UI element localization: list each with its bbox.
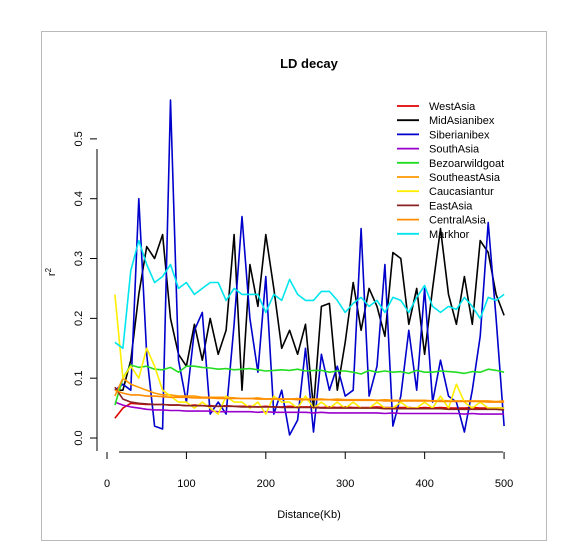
- chart-title: LD decay: [280, 56, 339, 71]
- series-line-bezoarwildgoat: [114, 364, 505, 406]
- series-line-eastasia: [114, 386, 505, 411]
- series-line-siberianibex: [114, 99, 505, 436]
- y-tick-label: 0.4: [73, 191, 85, 206]
- y-axis-label-sup: 2: [44, 267, 53, 272]
- y-tick-label: 0.1: [73, 371, 85, 386]
- series-line-caucasiantur: [114, 294, 505, 415]
- chart-frame: LD decay 0 100 200 300 400 500 0.0 0.1 0.2 0.3 0.…: [41, 31, 547, 541]
- legend-label: CentralAsia: [429, 215, 487, 227]
- x-tick-label: 0: [104, 478, 110, 490]
- series-line-southasia: [114, 401, 505, 415]
- legend-label: SoutheastAsia: [429, 172, 501, 184]
- x-axis-label: Distance(Kb): [277, 509, 341, 521]
- series-line-centralasia: [114, 389, 505, 403]
- legend-label: Siberianibex: [429, 129, 490, 141]
- legend-label: Bezoarwildgoat: [429, 158, 504, 170]
- legend-label: WestAsia: [429, 101, 476, 113]
- y-tick-label: 0.2: [73, 311, 85, 326]
- x-tick-label: 300: [336, 478, 354, 490]
- legend-label: Caucasiantur: [429, 186, 494, 198]
- x-tick-label: 400: [415, 478, 433, 490]
- legend-label: MidAsianibex: [429, 115, 495, 127]
- legend-label: SouthAsia: [429, 144, 480, 156]
- chart-svg: LD decay 0 100 200 300 400 500 0.0 0.1 0.2 0.3 0.…: [44, 56, 513, 521]
- series-line-midasianibex: [114, 227, 505, 409]
- x-tick-label: 500: [495, 478, 513, 490]
- y-tick-label: 0.0: [73, 430, 85, 445]
- series-line-markhor: [114, 239, 505, 350]
- y-tick-label: 0.5: [73, 131, 85, 146]
- legend-label: Markhor: [429, 229, 470, 241]
- x-tick-label: 200: [257, 478, 275, 490]
- y-axis-label: r2: [44, 267, 58, 276]
- x-tick-label: 100: [177, 478, 195, 490]
- y-axis-label-main: r: [46, 272, 58, 276]
- y-tick-label: 0.3: [73, 251, 85, 266]
- legend-label: EastAsia: [429, 200, 473, 212]
